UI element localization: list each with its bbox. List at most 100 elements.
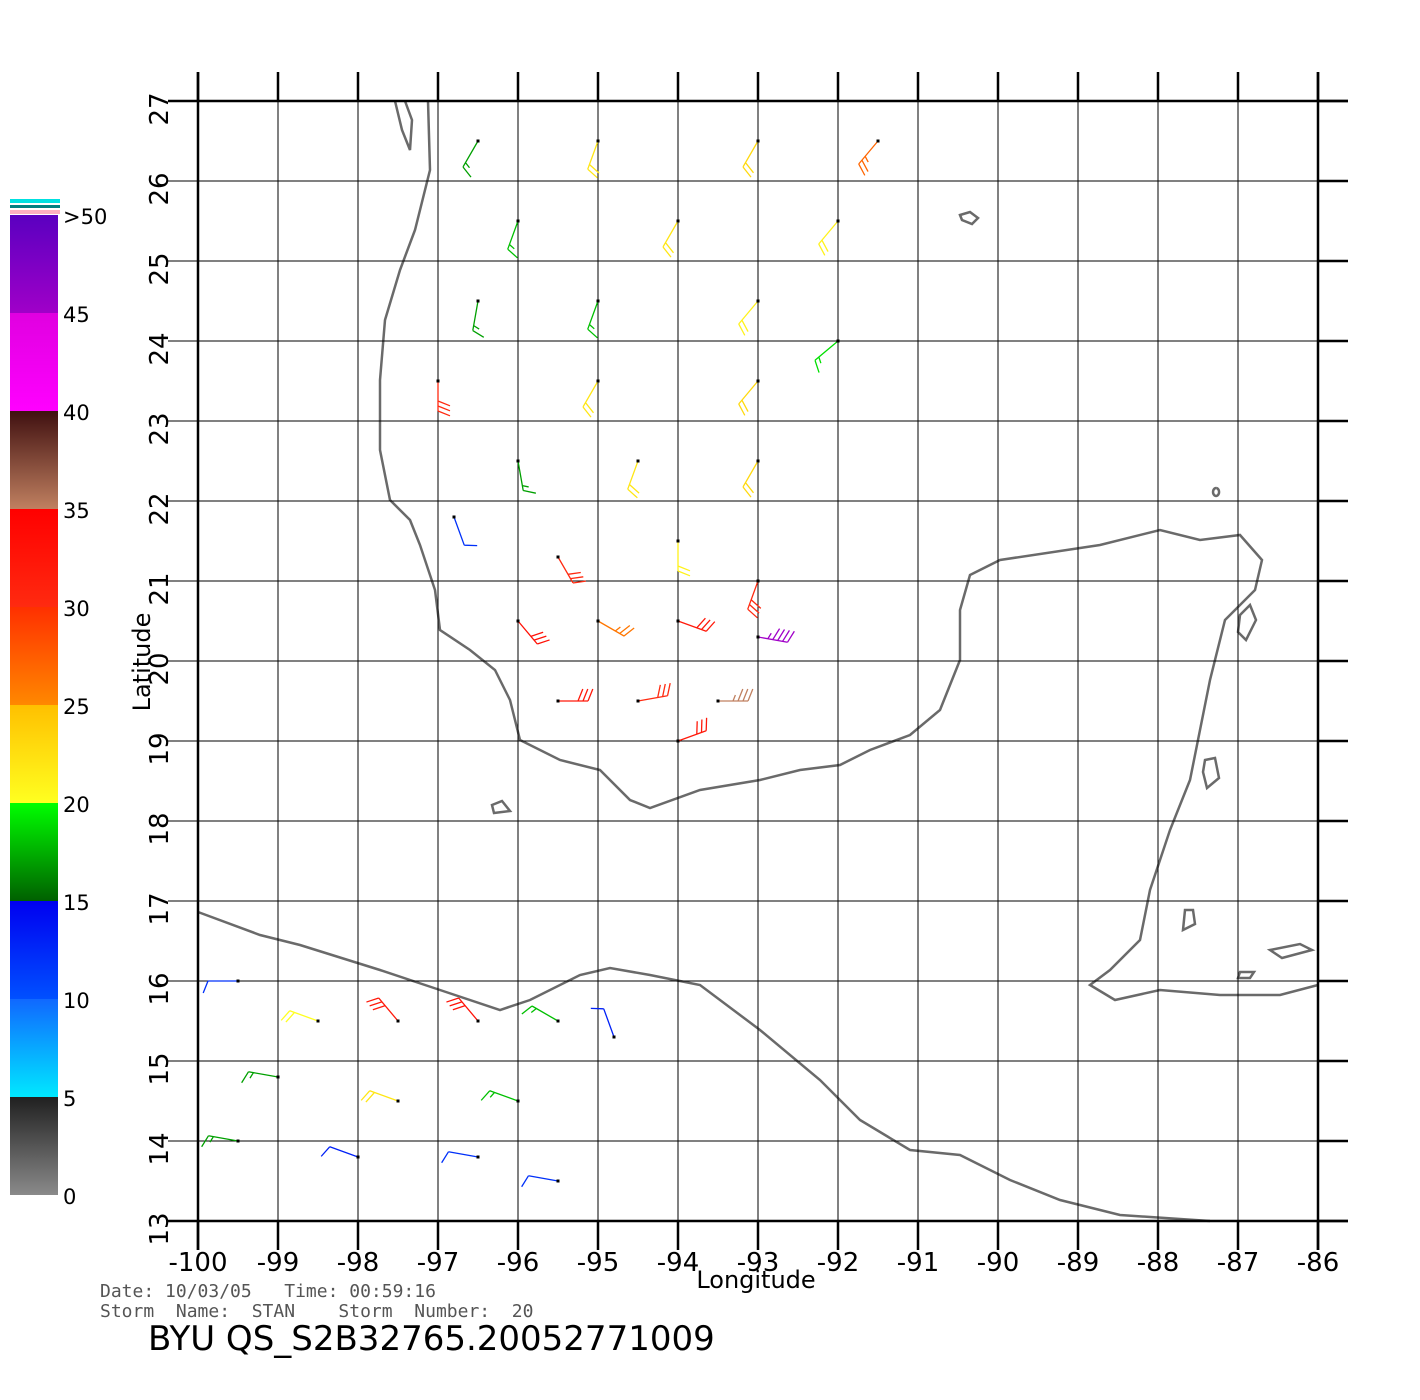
barb-shaft (558, 688, 594, 702)
barb-point (596, 139, 600, 143)
x-tick-label: -86 (1297, 1248, 1339, 1278)
wind-barb (480, 1090, 520, 1103)
wind-barb (521, 1175, 560, 1188)
barb-point (556, 555, 560, 559)
barb-shaft (517, 620, 550, 645)
barb-shaft (202, 980, 238, 994)
colorbar-segment (10, 313, 58, 411)
y-tick-label: 20 (145, 652, 175, 685)
barb-point (676, 539, 680, 543)
barb-point (516, 219, 520, 223)
x-tick-label: -100 (168, 1248, 227, 1278)
wind-barb (742, 139, 760, 178)
x-tick-label: -88 (1137, 1248, 1179, 1278)
barb-point (676, 619, 680, 623)
wind-barb (747, 579, 762, 619)
barb-shaft (280, 1010, 319, 1023)
wind-barb (366, 997, 400, 1023)
colorbar-tick-label: 20 (63, 793, 90, 817)
wind-barb (452, 515, 478, 547)
x-tick-label: -97 (417, 1248, 459, 1278)
wind-barbs (201, 139, 880, 1188)
barb-point (596, 379, 600, 383)
barb-point (716, 699, 720, 703)
wind-barb (436, 379, 451, 417)
barb-point (236, 1139, 240, 1143)
colorbar-cap (10, 210, 60, 214)
barb-shaft (742, 460, 759, 498)
wind-barb (662, 219, 680, 258)
info-storm: Storm Name: STAN Storm Number: 20 (100, 1301, 533, 1322)
barb-shaft (747, 580, 762, 619)
wind-barb (756, 628, 795, 643)
colorbar-tick-label: 40 (63, 401, 90, 425)
wind-barb (556, 688, 594, 703)
barb-point (476, 1019, 480, 1023)
y-tick-label: 13 (145, 1212, 175, 1245)
y-tick-label: 26 (145, 172, 175, 205)
y-tick-label: 24 (145, 332, 175, 365)
wind-barb (280, 1010, 320, 1023)
barb-shaft (241, 1071, 279, 1084)
axes: -100 -99 -98 -97 -96 -95 -94 -93 -92 -91 -90 -89 -88… (145, 72, 1348, 1278)
barb-point (476, 299, 480, 303)
wind-barb (587, 299, 600, 339)
y-tick-label: 17 (145, 892, 175, 925)
wind-barb (738, 379, 760, 416)
wind-barb (360, 1090, 400, 1103)
barb-point (556, 1179, 560, 1183)
colorbar-segment (10, 705, 58, 803)
barb-point (516, 1099, 520, 1103)
wind-barb (441, 1151, 480, 1164)
barb-shaft (662, 220, 679, 258)
barb-point (356, 1155, 360, 1159)
wind-barb (627, 459, 640, 499)
y-tick-label: 16 (145, 972, 175, 1005)
x-tick-label: -89 (1057, 1248, 1099, 1278)
colorbar-tick-label: 30 (63, 597, 90, 621)
barb-point (756, 139, 760, 143)
barb-shaft (360, 1090, 399, 1103)
colorbar-tick-label: 45 (63, 303, 90, 327)
barb-shaft (637, 683, 671, 702)
coastline (197, 100, 1319, 1223)
barb-shaft (858, 140, 879, 176)
barb-point (676, 739, 680, 743)
wind-barb (676, 717, 708, 743)
barb-shaft (582, 380, 599, 418)
barb-shaft (814, 340, 839, 373)
wind-barb (676, 617, 716, 632)
wind-barb (596, 619, 635, 637)
barb-shaft (557, 556, 586, 584)
barb-shaft (677, 717, 708, 742)
wind-barb (556, 555, 586, 584)
barb-shaft (507, 220, 519, 259)
barb-point (676, 219, 680, 223)
info-date: Date: 10/03/05 Time: 00:59:16 (100, 1281, 436, 1302)
barb-shaft (441, 1151, 479, 1164)
wind-barb (472, 299, 485, 338)
y-tick-label: 25 (145, 252, 175, 285)
colorbar-segment (10, 803, 58, 901)
colorbar-tick-label: 0 (63, 1185, 76, 1209)
colorbar-segment (10, 999, 58, 1097)
barb-shaft (677, 617, 716, 632)
wind-barb (818, 219, 840, 256)
y-axis-title: Latitude (128, 613, 156, 712)
barb-shaft (437, 381, 451, 417)
barb-point (236, 979, 240, 983)
wind-barb (716, 688, 754, 703)
barb-shaft (201, 1135, 239, 1148)
y-tick-label: 14 (145, 1132, 175, 1165)
colorbar-tick-label: 35 (63, 499, 90, 523)
barb-point (756, 459, 760, 463)
colorbar-segment (10, 607, 58, 705)
wind-barb (738, 299, 760, 336)
colorbar-segment (10, 215, 58, 313)
y-tick-label: 18 (145, 812, 175, 845)
barb-shaft (718, 688, 754, 702)
x-tick-label: -90 (977, 1248, 1019, 1278)
barb-point (636, 459, 640, 463)
barb-shaft (627, 460, 640, 499)
